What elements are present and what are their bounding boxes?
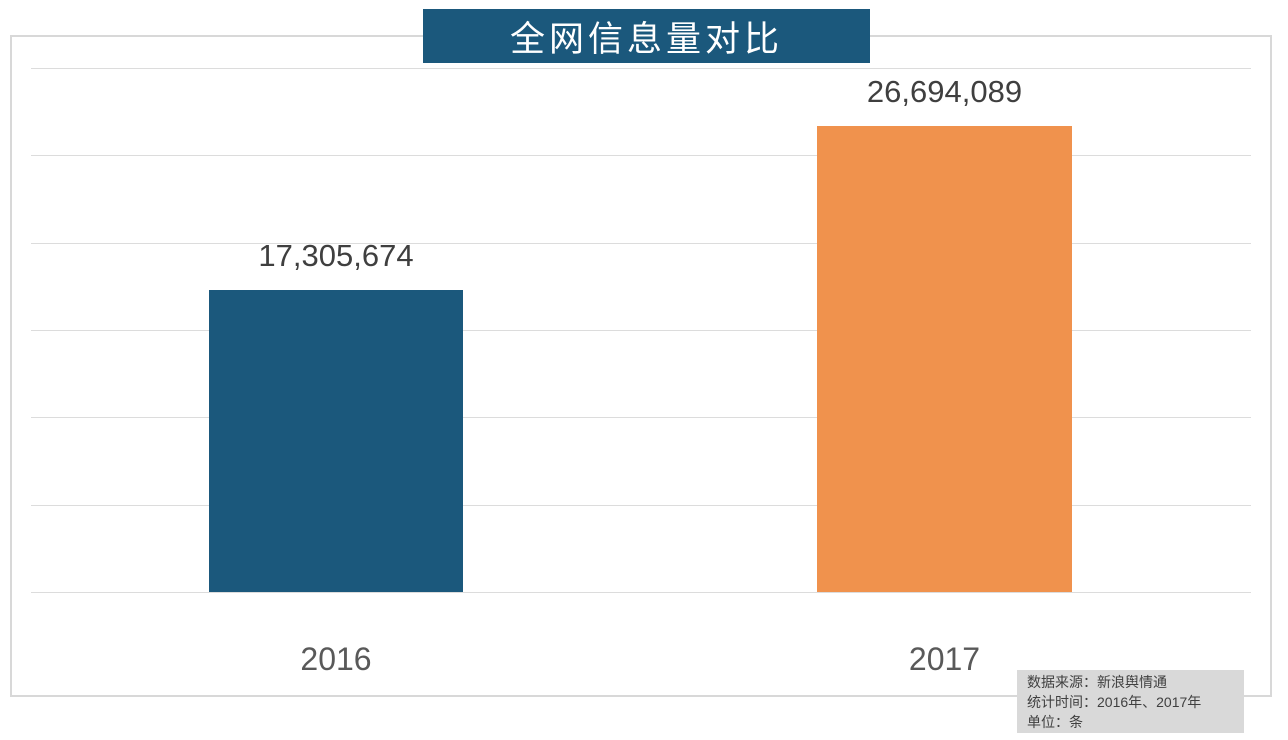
gridline	[31, 417, 1251, 419]
gridline	[31, 504, 1251, 506]
value-label-2017: 26,694,089	[866, 74, 1023, 109]
data-source-line: 数据来源：新浪舆情通	[1027, 674, 1167, 690]
bar-2017	[817, 126, 1072, 592]
gridline	[31, 68, 1251, 69]
axis-label-2017: 2017	[908, 641, 981, 677]
gridline	[31, 242, 1251, 244]
stat-period-line: 统计时间：2016年、2017年	[1027, 694, 1202, 710]
chart-frame	[10, 35, 1272, 697]
chart-title: 全网信息量对比	[423, 9, 870, 63]
unit-line: 单位：条	[1027, 714, 1083, 730]
bar-2016	[209, 290, 463, 592]
value-label-2016: 17,305,674	[258, 238, 414, 273]
source-info-box: 数据来源：新浪舆情通 统计时间：2016年、2017年 单位：条	[1017, 670, 1244, 733]
axis-label-2016: 2016	[300, 641, 372, 677]
gridline	[31, 592, 1251, 593]
gridline	[31, 330, 1251, 331]
gridline	[31, 155, 1251, 157]
